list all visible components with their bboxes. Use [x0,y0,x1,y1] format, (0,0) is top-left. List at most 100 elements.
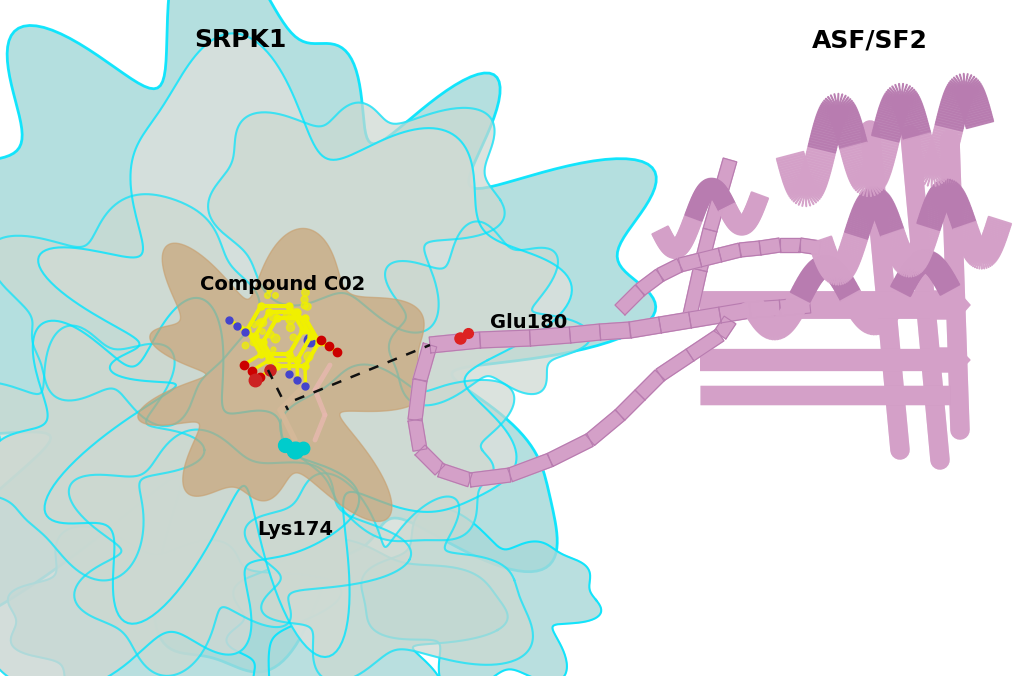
Polygon shape [680,226,697,234]
Polygon shape [912,235,935,244]
Polygon shape [740,217,746,235]
Polygon shape [687,208,704,215]
Polygon shape [676,235,692,244]
Polygon shape [833,276,852,288]
Polygon shape [701,182,713,196]
Polygon shape [874,120,902,129]
Polygon shape [891,284,911,295]
Polygon shape [942,189,962,203]
Polygon shape [832,262,849,280]
Polygon shape [797,181,821,196]
Polygon shape [799,176,825,187]
Polygon shape [711,189,727,199]
Polygon shape [666,241,677,256]
Polygon shape [842,238,865,247]
Polygon shape [923,251,932,272]
Polygon shape [838,285,857,297]
Polygon shape [880,100,907,112]
Polygon shape [672,241,676,258]
Polygon shape [908,151,935,161]
Polygon shape [709,183,722,196]
Polygon shape [841,241,864,251]
Polygon shape [951,79,971,99]
Polygon shape [933,274,953,286]
Polygon shape [674,240,688,251]
Polygon shape [883,297,903,310]
Polygon shape [799,180,813,205]
Polygon shape [833,261,853,275]
Polygon shape [866,153,894,163]
Polygon shape [924,254,937,272]
Polygon shape [829,104,854,119]
Polygon shape [921,205,945,214]
Polygon shape [674,239,689,249]
Polygon shape [907,149,934,159]
Polygon shape [855,310,872,325]
Polygon shape [905,254,917,275]
Polygon shape [704,180,713,196]
Polygon shape [777,312,796,326]
Polygon shape [652,228,669,237]
Polygon shape [862,169,872,195]
Polygon shape [841,147,868,157]
Polygon shape [712,158,736,197]
Polygon shape [986,218,1010,227]
Polygon shape [869,313,874,335]
Polygon shape [795,282,814,293]
Polygon shape [829,99,850,119]
Polygon shape [684,216,701,223]
Polygon shape [925,197,948,208]
Polygon shape [0,326,204,581]
Polygon shape [777,313,796,327]
Polygon shape [882,97,908,110]
Polygon shape [970,246,985,266]
Polygon shape [929,142,957,152]
Polygon shape [743,212,759,220]
Polygon shape [745,207,761,215]
Polygon shape [856,198,877,212]
Polygon shape [714,195,731,205]
Polygon shape [949,211,972,220]
Polygon shape [878,104,906,115]
Polygon shape [772,318,783,338]
Polygon shape [685,213,702,220]
Polygon shape [748,200,764,207]
Polygon shape [656,234,672,243]
Polygon shape [933,272,953,285]
Polygon shape [469,468,511,487]
Polygon shape [976,246,989,266]
Polygon shape [817,111,844,122]
Polygon shape [881,301,901,313]
Polygon shape [757,316,773,333]
Polygon shape [903,263,921,277]
Polygon shape [654,231,671,239]
Polygon shape [713,193,730,202]
Polygon shape [869,189,882,210]
Polygon shape [789,292,809,304]
Polygon shape [714,195,731,204]
Polygon shape [836,128,863,138]
Polygon shape [797,181,818,201]
Polygon shape [748,199,765,206]
Polygon shape [943,93,969,105]
Polygon shape [693,193,709,201]
Polygon shape [911,236,934,245]
Polygon shape [688,307,720,328]
Polygon shape [679,229,695,237]
Polygon shape [931,185,951,202]
Polygon shape [905,254,915,276]
Polygon shape [821,256,825,277]
Polygon shape [924,251,928,272]
Polygon shape [728,216,742,228]
Polygon shape [841,239,864,249]
Polygon shape [753,314,771,329]
Polygon shape [860,193,878,210]
Polygon shape [777,159,805,168]
Polygon shape [614,285,644,315]
Polygon shape [710,187,726,198]
Polygon shape [662,240,676,252]
Polygon shape [683,218,700,225]
Polygon shape [829,101,852,119]
Polygon shape [709,184,722,197]
Polygon shape [675,238,690,247]
